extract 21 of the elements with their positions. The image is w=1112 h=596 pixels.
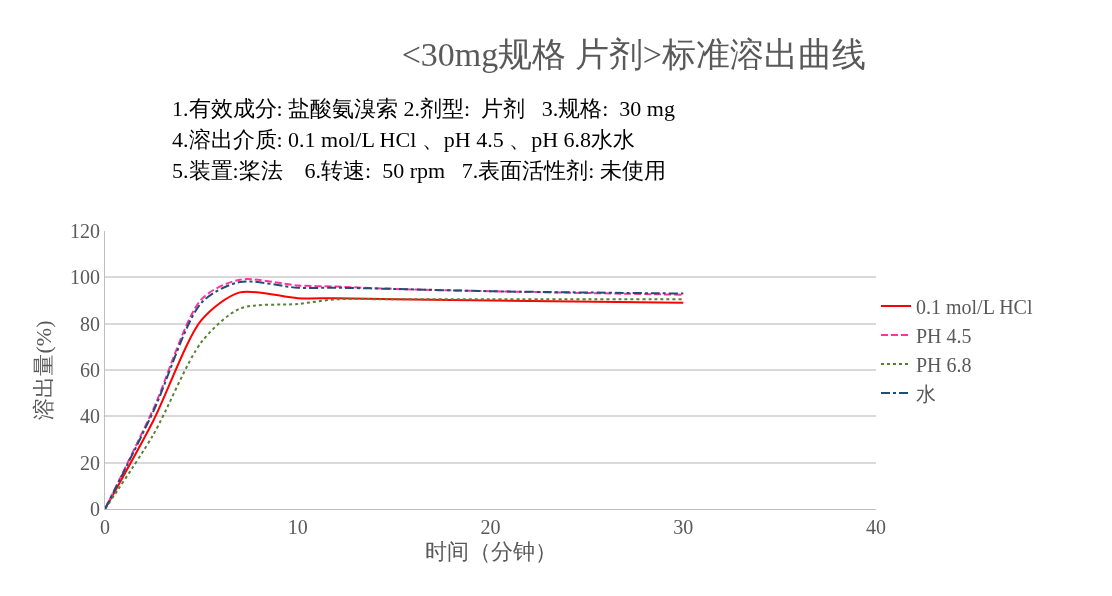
text: 1.有效成分: 盐酸氨溴索 2.剂型: 片剂 3.规格: 30 mg: [172, 96, 675, 121]
chart-title: <30mg规格 片剂>标准溶出曲线: [401, 35, 866, 73]
legend-label: PH 6.8: [916, 353, 972, 376]
x-tick-label: 40: [866, 516, 886, 538]
y-tick-label: 100: [70, 266, 100, 289]
legend-label: 水: [916, 382, 936, 405]
legend-label: 0.1 mol/L HCl: [916, 295, 1033, 318]
text: 5.装置:桨法 6.转速: 50 rpm 7.表面活性剂: 未使用: [172, 158, 666, 183]
text: 4.溶出介质: 0.1 mol/L HCl 、pH 4.5 、pH 6.8水水: [172, 127, 636, 152]
y-tick-label: 20: [80, 451, 100, 474]
y-tick-label: 80: [80, 312, 100, 335]
y-tick-label: 40: [80, 405, 100, 428]
y-tick-label: 60: [80, 359, 100, 381]
y-tick-label: 120: [70, 220, 100, 242]
y-tick-label: 0: [90, 498, 100, 520]
legend-label: PH 4.5: [916, 324, 972, 347]
x-tick-label: 20: [480, 516, 501, 538]
x-tick-label: 30: [673, 516, 694, 538]
x-axis-title: 时间（分钟）: [424, 538, 557, 564]
y-axis-title: 溶出量(%): [30, 320, 56, 420]
x-tick-label: 10: [287, 516, 308, 538]
